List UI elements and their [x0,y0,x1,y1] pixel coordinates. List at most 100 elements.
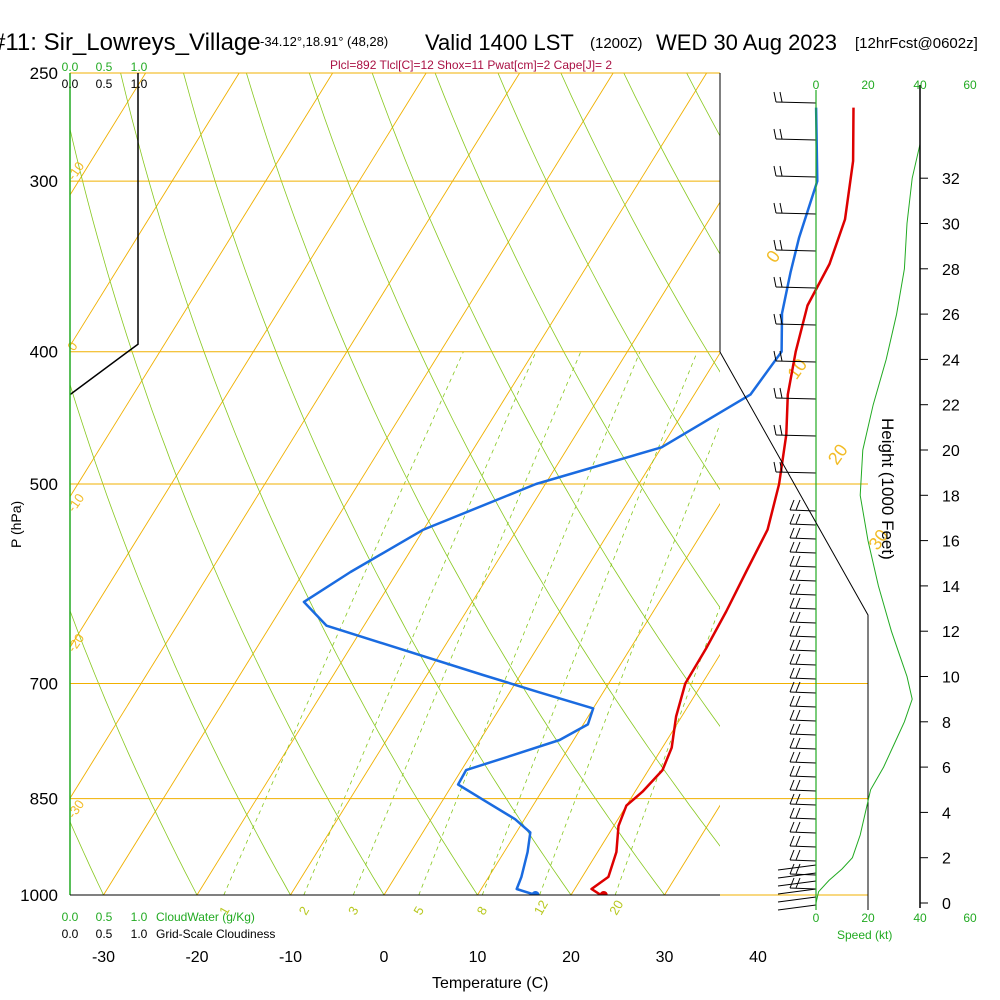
surface-temperature-dot [599,891,608,895]
wind-barb-feather [779,424,783,436]
speed-scale-label: 60 [963,911,977,925]
wind-barb-feather [795,653,801,665]
height-tick-label: 6 [942,760,951,777]
wind-barb [789,537,817,540]
wind-barb-feather [795,793,801,805]
wind-barb [789,551,817,554]
wind-barb [789,719,817,722]
cloudiness-scale-label: 0.5 [96,927,113,941]
cloudwater-scale-label: 1.0 [131,60,148,74]
y-tick-label: 1000 [20,886,58,905]
speed-line [815,144,921,904]
wind-barb [789,705,817,708]
wind-barb-feather [795,639,801,651]
wind-barb [789,733,817,736]
cloudwater-legend: CloudWater (g/Kg) [156,910,255,924]
wind-barb-feather [789,625,795,637]
wind-barb-feather [773,202,777,214]
pressure-ticks: 250 300 400 500 700 850 1000 [20,64,58,905]
wind-barb-feather [789,751,795,763]
cloudiness-scale-label: 0.0 [62,77,79,91]
y-tick-label: 850 [30,790,58,809]
valid-time: Valid 1400 LST [425,30,574,55]
x-tick-label: 40 [749,949,767,966]
forecast-date: WED 30 Aug 2023 [656,30,837,55]
station-name: #11: Sir_Lowreys_Village [0,29,261,56]
wind-barb-feather [795,555,801,567]
y-tick-label: 700 [30,675,58,694]
wind-barb [789,663,817,666]
wind-barb-feather [795,835,801,847]
wind-barb [789,803,817,806]
isotherm-label: 0 [762,247,784,267]
wind-barb [775,212,817,215]
x-tick-label: -20 [185,949,208,966]
wind-barb [789,831,817,834]
speed-panel-boundary [719,351,869,910]
wind-barb-feather [773,424,777,436]
wind-barb [789,817,817,820]
height-tick-label: 10 [942,670,960,687]
isotherm-line [852,73,1000,895]
wind-barb-feather [779,350,783,362]
wind-barb-feather [789,681,795,693]
speed-scale-label: 20 [861,911,875,925]
wind-barb [789,565,817,568]
cloudiness-line [69,73,139,396]
wind-barb-feather [773,91,777,103]
wind-barb-feather [789,779,795,791]
wind-barb-feather [789,513,795,525]
x-tick-label: 20 [562,949,580,966]
mixing-ratio-lines [223,351,720,895]
height-tick-label: 14 [942,579,960,596]
wind-barb-feather [789,849,795,861]
height-tick-label: 22 [942,398,960,415]
wind-barb-feather [789,737,795,749]
mixing-ratio-labels: 1 2 3 5 8 12 20 [216,897,626,917]
speed-legend: Speed (kt) [837,928,892,942]
wind-barb [789,523,817,526]
dry-adiabat-line [183,73,572,895]
wind-barb-feather [789,863,795,875]
wind-barb-feather [773,350,777,362]
wind-barb-feather [773,387,777,399]
mixing-ratio-line [223,351,464,895]
wind-barb [775,175,817,178]
mixing-ratio-label: 3 [345,904,362,918]
wind-barb [775,249,817,252]
dry-adiabat-line [70,383,291,895]
wind-barb [789,747,817,750]
station-coords: -34.12°,18.91° (48,28) [260,34,388,49]
wind-barb-feather [795,695,801,707]
height-tick-label: 28 [942,262,960,279]
wind-barb-feather [779,128,783,140]
wind-barb-feather [789,723,795,735]
speed-scale-label: 0 [813,78,820,92]
height-tick-label: 26 [942,307,960,324]
cloudwater-scale-label: 0.0 [62,910,79,924]
forecast-cycle: [12hrFcst@0602z] [855,35,978,52]
height-tick-label: 20 [942,443,960,460]
cloudiness-legend: Grid-Scale Cloudiness [156,927,275,941]
wind-barb-feather [795,569,801,581]
wind-barb [777,872,817,879]
wind-barb-feather [795,527,801,539]
wind-barb-feather [779,276,783,288]
surface-dewpoint-dot [531,891,540,895]
cloudwater-scale-label: 0.5 [96,910,113,924]
isobar-lines [70,72,868,896]
dry-adiabat-line [560,73,720,373]
dry-adiabat-line [70,127,385,895]
y-tick-label: 400 [30,343,58,362]
height-tick-label: 18 [942,488,960,505]
temperature-profile [590,107,855,895]
height-tick-label: 12 [942,624,960,641]
wind-barb-feather [789,583,795,595]
height-axis-title: Height (1000 Feet) [878,418,897,560]
wind-barb-feather [789,793,795,805]
y-tick-label: 500 [30,475,58,494]
wind-barb-feather [789,653,795,665]
wind-barb-feather [779,461,783,473]
wind-barb-feather [795,499,801,511]
